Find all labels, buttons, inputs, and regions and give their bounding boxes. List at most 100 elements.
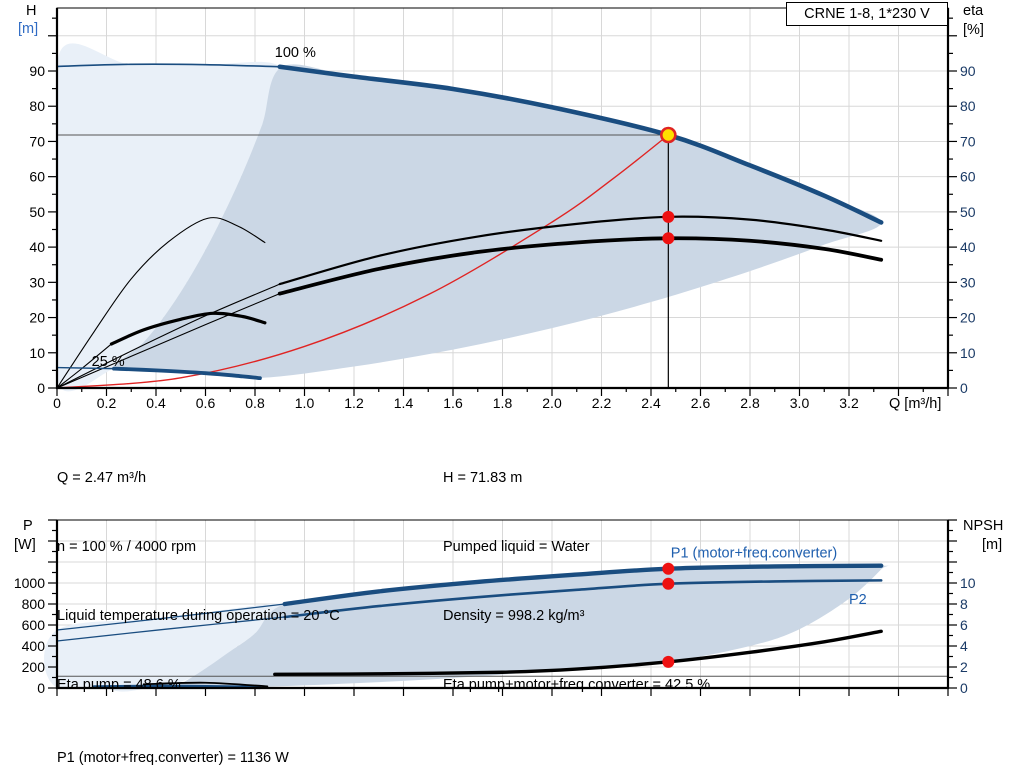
svg-text:0: 0 (37, 680, 45, 696)
svg-text:2: 2 (960, 659, 968, 675)
svg-text:20: 20 (29, 310, 45, 326)
low-flow-area (56, 43, 283, 392)
info-line: Liquid temperature during operation = 20… (57, 608, 340, 624)
svg-text:50: 50 (29, 204, 45, 220)
p-axis-unit: [W] (14, 537, 36, 553)
eta-pump-100-curve (278, 215, 883, 286)
info-line: Density = 998.2 kg/m³ (443, 608, 585, 624)
speed-100-label: 100 % (275, 45, 316, 61)
svg-text:0.4: 0.4 (146, 395, 166, 411)
pump-title: CRNE 1-8, 1*230 V (804, 6, 930, 22)
svg-text:30: 30 (960, 274, 976, 290)
info-line: P1 (motor+freq.converter) = 1136 W (57, 750, 289, 766)
svg-text:60: 60 (960, 169, 976, 185)
svg-text:1000: 1000 (14, 575, 45, 591)
qh-100-thin-curve (56, 63, 281, 68)
svg-text:80: 80 (960, 98, 976, 114)
svg-text:2.6: 2.6 (691, 395, 711, 411)
svg-text:6: 6 (960, 617, 968, 633)
svg-text:80: 80 (29, 98, 45, 114)
operating-envelope-area (106, 565, 891, 688)
svg-text:0.8: 0.8 (245, 395, 265, 411)
eta-axis-unit: [%] (963, 22, 984, 38)
eta-total-dot (662, 232, 675, 245)
svg-text:60: 60 (29, 169, 45, 185)
svg-text:600: 600 (22, 617, 46, 633)
qh-25-thin-curve (56, 366, 115, 370)
qh-eta-chart[interactable]: 0 10 20 30 40 50 60 70 80 90 0 10 20 30 40 50 60 70 80 90 0 0… (29, 7, 976, 411)
h-axis-unit: [m] (18, 21, 39, 37)
h-axis-caption: H (26, 3, 37, 19)
svg-text:3.2: 3.2 (839, 395, 859, 411)
info-line: Q = 2.47 m³/h (57, 470, 147, 486)
svg-text:20: 20 (960, 310, 976, 326)
svg-text:2.8: 2.8 (740, 395, 760, 411)
duty-info-right: H = 71.83 m Pumped liquid = Water Densit… (443, 421, 710, 743)
p1-dot (662, 562, 675, 575)
p2-curve (283, 579, 883, 619)
pump-title-box: CRNE 1-8, 1*230 V (786, 2, 948, 26)
svg-text:800: 800 (22, 596, 46, 612)
eta-pump-25-curve (56, 217, 266, 389)
svg-text:0: 0 (960, 680, 968, 696)
eta-total-100-curve (277, 236, 884, 296)
svg-text:200: 200 (22, 659, 46, 675)
svg-text:400: 400 (22, 638, 46, 654)
speed-25-label: 25 % (92, 354, 125, 370)
svg-text:40: 40 (29, 239, 45, 255)
npsh-axis-unit: [m] (982, 537, 1003, 553)
svg-text:0: 0 (960, 380, 968, 396)
npsh-curve (273, 629, 883, 677)
info-line: Pumped liquid = Water (443, 539, 590, 555)
axis-tick-labels: 0 200 400 600 800 1000 0 2 4 6 8 10 (14, 575, 976, 696)
duty-info-left: Q = 2.47 m³/h n = 100 % / 4000 rpm Liqui… (57, 421, 340, 743)
svg-text:1.6: 1.6 (443, 395, 463, 411)
svg-text:10: 10 (29, 345, 45, 361)
npsh-dot (662, 655, 675, 668)
system-curve-curve (56, 134, 670, 389)
svg-text:0.6: 0.6 (196, 395, 216, 411)
svg-text:4: 4 (960, 638, 968, 654)
svg-text:70: 70 (960, 133, 976, 149)
svg-text:0: 0 (53, 395, 61, 411)
axis-ticks (48, 17, 957, 396)
svg-text:30: 30 (29, 274, 45, 290)
svg-text:10: 10 (960, 345, 976, 361)
duty-point-dot[interactable] (660, 126, 677, 144)
axis-tick-labels: 0 10 20 30 40 50 60 70 80 90 0 10 20 30 40 50 60 70 80 90 0 0… (29, 63, 975, 411)
svg-text:90: 90 (960, 63, 976, 79)
p1-thin-curve (56, 603, 286, 631)
q-axis-caption: Q [m³/h] (889, 396, 942, 412)
svg-text:70: 70 (29, 133, 45, 149)
p-axis-caption: P (23, 518, 33, 534)
svg-text:3.0: 3.0 (790, 395, 810, 411)
npsh-25-curve (142, 681, 269, 688)
svg-text:1.8: 1.8 (493, 395, 513, 411)
eta-pump-100-thin-curve (56, 283, 281, 389)
npsh-axis-caption: NPSH (963, 518, 1004, 534)
svg-text:8: 8 (960, 596, 968, 612)
svg-text:90: 90 (29, 63, 45, 79)
info-line: H = 71.83 m (443, 470, 523, 486)
p-npsh-chart[interactable]: 0 200 400 600 800 1000 0 2 4 6 8 10 P1 (motor+freq.c… (14, 519, 976, 696)
svg-text:2.4: 2.4 (641, 395, 661, 411)
svg-text:40: 40 (960, 239, 976, 255)
p1-curve-label: P1 (motor+freq.converter) (671, 545, 837, 561)
svg-text:0: 0 (37, 380, 45, 396)
eta-total-100-thin-curve (56, 293, 281, 389)
svg-text:0.2: 0.2 (97, 395, 117, 411)
svg-text:2.2: 2.2 (592, 395, 612, 411)
info-line: n = 100 % / 4000 rpm (57, 539, 197, 555)
qh-25-curve (112, 366, 262, 381)
svg-text:2.0: 2.0 (542, 395, 562, 411)
eta-pump-dot (662, 210, 675, 223)
eta-axis-caption: eta (963, 3, 984, 19)
svg-text:10: 10 (960, 575, 976, 591)
qh-100-curve (277, 64, 884, 225)
svg-text:50: 50 (960, 204, 976, 220)
svg-text:1.0: 1.0 (295, 395, 315, 411)
svg-text:1.4: 1.4 (394, 395, 414, 411)
p2-curve-label: P2 (849, 592, 867, 608)
